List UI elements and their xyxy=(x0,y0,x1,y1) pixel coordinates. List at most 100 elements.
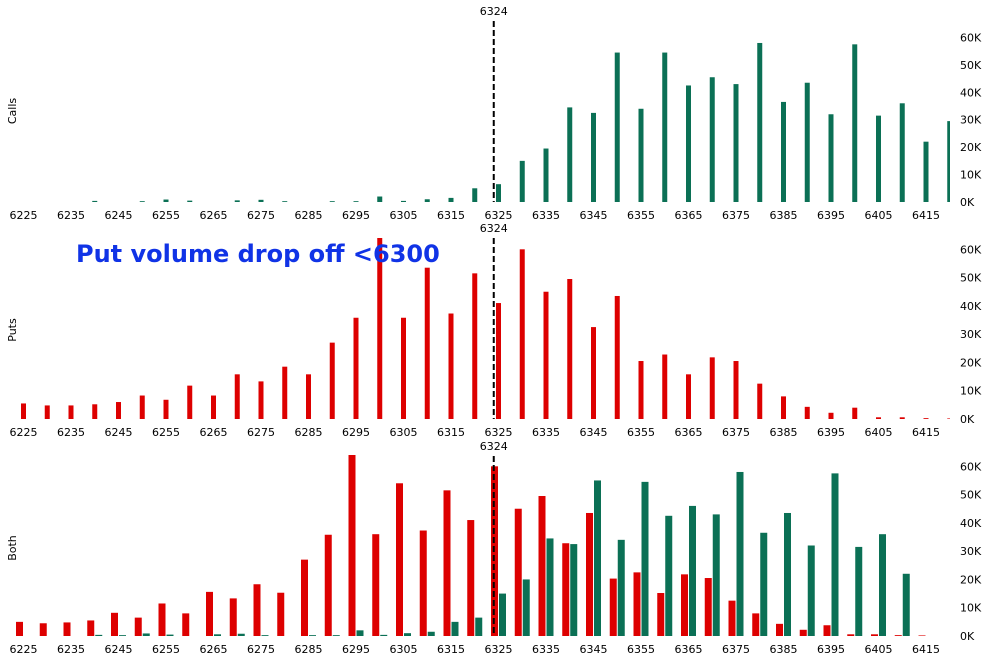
calls-y-tick: 10K xyxy=(960,169,982,182)
puts-puts-bar xyxy=(662,354,668,419)
puts-y-tick: 0K xyxy=(960,413,975,426)
both-puts-bar xyxy=(562,543,570,636)
both-puts-bar xyxy=(704,578,712,636)
calls-calls-bar xyxy=(234,200,240,202)
calls-x-tick: 6235 xyxy=(57,209,85,222)
puts-puts-bar xyxy=(686,374,691,419)
puts-puts-bar xyxy=(472,273,478,419)
both-puts-bar xyxy=(633,572,641,636)
puts-x-tick: 6265 xyxy=(200,426,228,439)
puts-x-tick: 6315 xyxy=(437,426,465,439)
calls-calls-bar xyxy=(733,84,739,202)
both-calls-bar xyxy=(784,512,791,636)
puts-y-tick: 40K xyxy=(960,300,982,313)
puts-ylabel: Puts xyxy=(6,318,19,342)
both-puts-bar xyxy=(348,455,356,636)
both-puts-bar xyxy=(871,634,878,636)
both-y-tick: 0K xyxy=(960,630,975,643)
both-puts-bar xyxy=(894,635,902,636)
both-puts-bar xyxy=(514,508,522,636)
both-puts-bar xyxy=(776,623,783,636)
puts-y-tick: 20K xyxy=(960,356,982,369)
puts-puts-bar xyxy=(852,407,858,419)
calls-y-tick: 30K xyxy=(960,114,982,127)
calls-marker-label: 6324 xyxy=(480,5,508,18)
calls-calls-bar xyxy=(472,188,478,202)
calls-calls-bar xyxy=(876,115,881,202)
both-calls-bar xyxy=(427,631,435,636)
puts-x-tick: 6325 xyxy=(485,426,513,439)
calls-calls-bar xyxy=(591,112,596,202)
both-puts-bar xyxy=(396,483,403,636)
puts-puts-bar xyxy=(591,327,596,419)
puts-puts-bar xyxy=(781,396,786,420)
calls-x-tick: 6275 xyxy=(247,209,275,222)
both-puts-bar xyxy=(324,534,332,636)
both-x-tick: 6355 xyxy=(627,643,655,656)
both-x-tick: 6305 xyxy=(390,643,418,656)
both-puts-bar xyxy=(609,578,617,636)
both-puts-bar xyxy=(752,613,760,637)
both-calls-bar xyxy=(546,538,554,636)
both-x-tick: 6295 xyxy=(342,643,370,656)
calls-calls-bar xyxy=(614,52,620,203)
calls-calls-bar xyxy=(686,85,691,202)
calls-calls-bar xyxy=(282,201,288,202)
both-panel: Both 6225 6235 6245 6255 6265 6275 6285 6295 6305… xyxy=(6,440,982,656)
puts-puts-bar xyxy=(116,402,121,419)
both-y-tick: 20K xyxy=(960,573,982,586)
both-x-tick: 6405 xyxy=(865,643,893,656)
puts-x-tick: 6375 xyxy=(722,426,750,439)
both-calls-bar xyxy=(522,579,530,636)
puts-puts-bar xyxy=(448,313,454,419)
both-calls-bar xyxy=(665,515,673,636)
puts-puts-bar xyxy=(757,383,763,419)
puts-x-tick: 6225 xyxy=(10,426,38,439)
both-calls-bar xyxy=(166,634,174,636)
both-puts-bar xyxy=(206,591,213,636)
puts-puts-bar xyxy=(401,317,406,419)
puts-puts-bar xyxy=(44,405,50,419)
puts-puts-bar xyxy=(234,374,240,419)
puts-puts-bar xyxy=(923,418,929,419)
both-y-tick: 10K xyxy=(960,602,982,615)
calls-x-tick: 6365 xyxy=(675,209,703,222)
calls-calls-bar xyxy=(828,114,834,202)
puts-x-tick: 6385 xyxy=(770,426,798,439)
both-calls-bar xyxy=(712,514,720,636)
both-calls-bar xyxy=(237,633,245,636)
puts-x-tick: 6355 xyxy=(627,426,655,439)
both-calls-bar xyxy=(736,471,744,636)
puts-x-tick: 6255 xyxy=(152,426,180,439)
puts-puts-bar xyxy=(139,395,145,419)
puts-x-tick: 6295 xyxy=(342,426,370,439)
puts-x-tick: 6405 xyxy=(865,426,893,439)
both-calls-bar xyxy=(760,532,768,636)
calls-calls-bar xyxy=(543,148,549,202)
both-puts-bar xyxy=(681,574,688,636)
both-puts-bar xyxy=(467,520,475,636)
both-calls-bar xyxy=(380,634,388,636)
puts-puts-bar xyxy=(828,412,834,419)
puts-puts-bar xyxy=(709,357,715,419)
puts-puts-bar xyxy=(496,303,501,419)
both-puts-bar xyxy=(372,534,380,636)
both-x-tick: 6415 xyxy=(912,643,940,656)
both-calls-bar xyxy=(142,633,150,636)
calls-x-tick: 6315 xyxy=(437,209,465,222)
both-puts-bar xyxy=(538,496,546,636)
both-y-tick: 60K xyxy=(960,460,982,473)
calls-calls-bar xyxy=(258,199,264,202)
calls-x-tick: 6395 xyxy=(817,209,845,222)
both-puts-bar xyxy=(277,592,285,636)
puts-puts-bar xyxy=(329,342,335,419)
puts-y-tick: 30K xyxy=(960,328,982,341)
puts-y-tick: 60K xyxy=(960,243,982,256)
puts-y-tick: 50K xyxy=(960,272,982,285)
both-marker-label: 6324 xyxy=(480,440,508,453)
both-calls-bar xyxy=(807,545,815,636)
both-puts-bar xyxy=(586,512,593,636)
both-puts-bar xyxy=(728,600,736,636)
puts-panel: Puts 6225 6235 6245 6255 6265 6275 6285 6295 6305… xyxy=(6,222,982,439)
calls-x-tick: 6265 xyxy=(200,209,228,222)
